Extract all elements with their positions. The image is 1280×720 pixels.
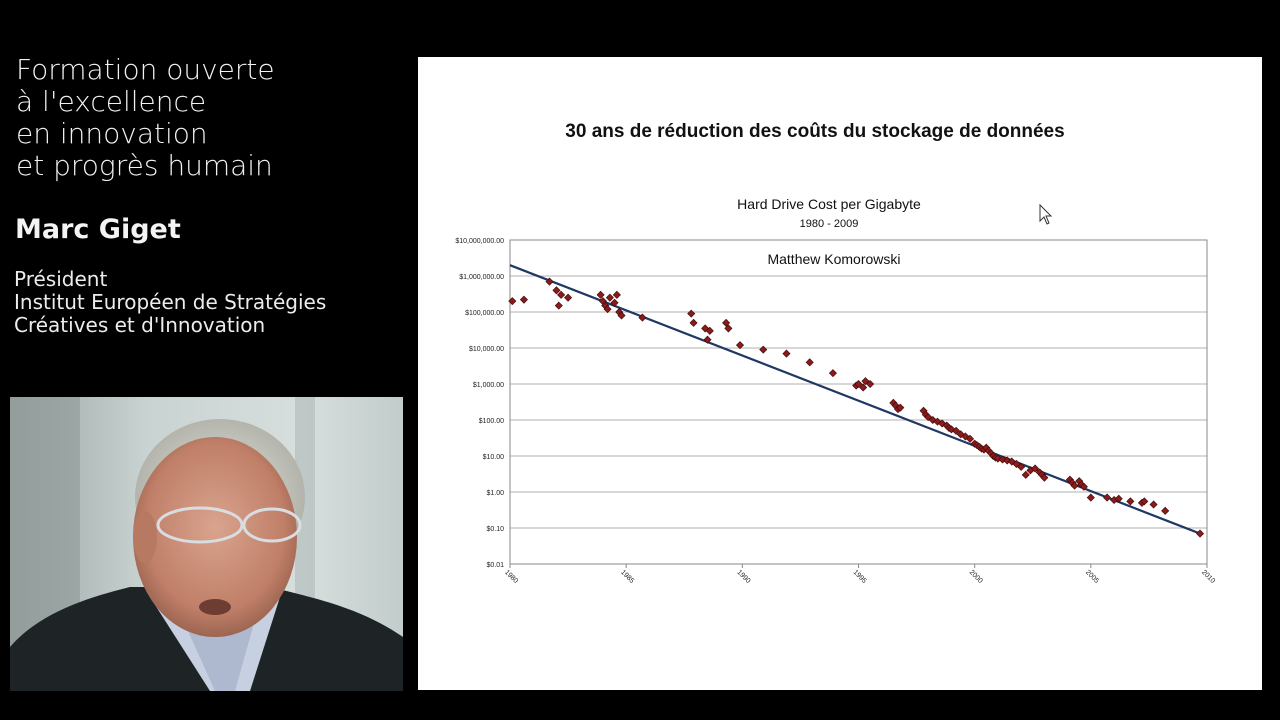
data-point — [552, 286, 561, 295]
data-point — [965, 434, 975, 443]
data-point — [564, 293, 573, 302]
data-point — [1161, 506, 1170, 515]
y-tick-label: $10,000.00 — [469, 346, 504, 353]
data-point — [687, 309, 696, 318]
data-point — [1126, 497, 1135, 506]
data-point — [866, 379, 875, 389]
y-tick-label: $10.00 — [483, 454, 505, 461]
data-point — [956, 430, 965, 439]
data-point — [1114, 494, 1123, 503]
data-point — [1031, 464, 1040, 473]
data-point — [557, 290, 566, 299]
x-tick-label: 2005 — [1084, 569, 1100, 585]
data-point — [1021, 470, 1030, 479]
data-point — [1086, 493, 1095, 502]
speaker-role-line: Président — [14, 267, 108, 291]
data-point — [545, 277, 554, 286]
data-point — [1079, 482, 1088, 491]
chart-annotation: Matthew Komorowski — [767, 251, 900, 267]
data-point — [1196, 529, 1205, 538]
data-point — [703, 335, 712, 344]
data-point — [859, 383, 868, 392]
speaker-video — [10, 397, 403, 691]
x-tick-label: 1990 — [735, 569, 751, 585]
data-point — [1103, 493, 1112, 502]
data-point — [735, 341, 745, 350]
x-tick-labels: 1980 1985 1990 1995 2000 2005 2010 — [503, 569, 1216, 585]
course-title-line: Formation ouverte — [16, 53, 275, 86]
data-point — [701, 324, 710, 333]
presentation-slide: 30 ans de réduction des coûts du stockag… — [418, 57, 1262, 690]
data-point — [1017, 462, 1026, 471]
data-point — [610, 298, 619, 307]
data-points — [508, 277, 1205, 538]
speaker-role-line: Institut Européen de Stratégies — [14, 290, 327, 314]
chart-title: Hard Drive Cost per Gigabyte — [737, 196, 921, 212]
data-point — [638, 313, 647, 322]
slide-title: 30 ans de réduction des coûts du stockag… — [565, 121, 1065, 142]
data-point — [596, 290, 605, 299]
x-tick-label: 2010 — [1200, 569, 1216, 585]
speaker-name: Marc Giget — [15, 214, 181, 245]
y-tick-label: $100,000.00 — [465, 310, 504, 317]
y-tick-labels: $0.01 $0.10 $1.00 $10.00 $100.00 $1,000.00 $10… — [455, 238, 504, 569]
data-point — [605, 293, 614, 302]
y-tick-label: $1,000.00 — [473, 382, 504, 389]
y-tick-label: $0.10 — [486, 526, 504, 533]
speaker-role-line: Créatives et d'Innovation — [14, 313, 266, 337]
data-point — [508, 297, 517, 306]
data-point — [896, 403, 905, 412]
course-title: Formation ouverte à l'excellence en inno… — [16, 54, 406, 182]
speaker-affiliation: Président Institut Européen de Stratégie… — [14, 268, 409, 337]
data-point — [554, 301, 563, 310]
speaker-webcam-image — [10, 397, 403, 691]
data-point — [1070, 481, 1079, 490]
data-point — [759, 345, 768, 354]
data-point — [519, 295, 528, 304]
data-point — [724, 324, 733, 333]
x-tick-label: 2000 — [968, 569, 984, 585]
data-point — [705, 326, 714, 335]
plot-area-border — [509, 239, 1208, 565]
y-tick-label: $1.00 — [486, 490, 504, 497]
data-point — [854, 379, 863, 389]
data-point — [993, 454, 1002, 463]
data-point — [1140, 497, 1149, 506]
data-point — [961, 432, 970, 441]
cost-chart: $0.01 $0.10 $1.00 $10.00 $100.00 $1,000.00 $10… — [455, 196, 1216, 585]
course-title-line: et progrès humain — [16, 149, 273, 182]
x-tick-label: 1995 — [852, 569, 868, 585]
data-point — [828, 369, 837, 378]
y-tick-label: $0.01 — [486, 562, 504, 569]
data-point — [603, 305, 612, 314]
y-tick-label: $1,000,000.00 — [459, 274, 504, 281]
chart-grid — [510, 275, 1207, 529]
y-tick-label: $10,000,000.00 — [455, 238, 504, 245]
data-point — [1149, 500, 1158, 509]
course-title-line: à l'excellence — [16, 85, 207, 118]
x-tick-label: 1980 — [503, 569, 519, 585]
course-title-line: en innovation — [16, 117, 208, 150]
x-tick-label: 1985 — [619, 569, 635, 585]
data-point — [617, 311, 626, 320]
chart-axes — [509, 239, 1208, 568]
mouse-cursor-icon — [1039, 204, 1053, 225]
data-point — [805, 358, 814, 367]
data-point — [1040, 473, 1049, 482]
data-point — [952, 426, 961, 435]
data-point — [722, 318, 731, 327]
y-tick-label: $100.00 — [479, 418, 504, 425]
data-point — [689, 318, 698, 327]
data-point — [782, 349, 791, 358]
data-point — [612, 290, 621, 299]
data-point — [1012, 459, 1021, 469]
chart-subtitle: 1980 - 2009 — [800, 218, 859, 230]
